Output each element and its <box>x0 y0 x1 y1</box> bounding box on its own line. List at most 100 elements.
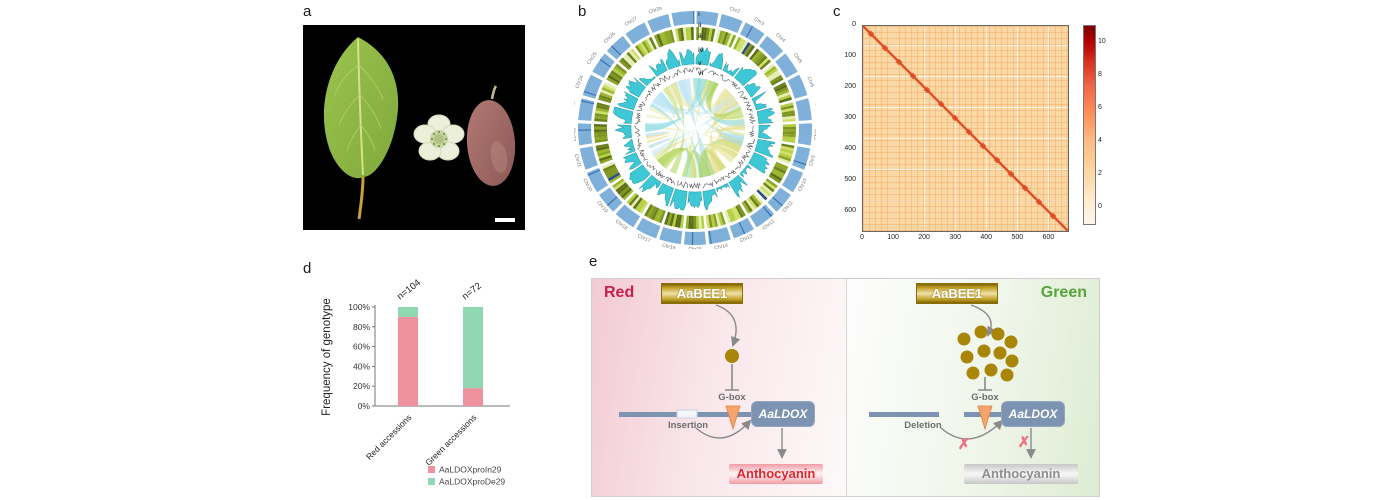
ribbon <box>657 91 704 178</box>
gene-density-histogram <box>657 183 674 207</box>
gene-density-histogram <box>744 83 761 98</box>
gene-density-histogram <box>622 152 642 170</box>
density-heat-band <box>780 145 794 152</box>
density-heat-band <box>743 43 753 56</box>
density-heat-band <box>712 213 719 227</box>
density-heat-band <box>628 50 639 62</box>
density-heat-band <box>606 170 619 179</box>
gc-line-track <box>637 138 642 150</box>
chromosome-segment <box>767 187 791 212</box>
density-heat-band <box>620 57 632 69</box>
similarity-heatmap <box>862 25 1069 232</box>
density-heat-band <box>594 115 608 120</box>
gene-density-histogram <box>702 188 718 211</box>
chromosome-label: Chr22 <box>574 128 577 142</box>
chromosome-label: Chr28 <box>648 7 663 16</box>
green-title: Green <box>1040 284 1087 301</box>
gc-line-track <box>720 74 730 82</box>
density-heat-band <box>613 65 626 76</box>
density-heat-band <box>596 104 610 111</box>
density-heat-band <box>782 123 796 127</box>
deletion-label: Deletion <box>904 420 942 431</box>
density-heat-band <box>594 123 608 127</box>
density-heat-band <box>598 152 612 159</box>
density-heat-band <box>752 51 764 64</box>
density-heat-band <box>641 40 651 54</box>
density-heat-band <box>651 207 660 221</box>
density-heat-band <box>594 138 608 143</box>
density-heat-band <box>628 194 639 206</box>
density-heat-band <box>658 32 666 46</box>
track-label: iii <box>698 33 704 40</box>
density-heat-band <box>747 197 758 210</box>
gene-density-histogram <box>722 62 740 77</box>
density-heat-band <box>773 166 787 175</box>
density-heat-band <box>781 143 795 149</box>
ribbon <box>706 80 744 120</box>
density-heat-band <box>759 59 772 71</box>
density-heat-band <box>717 30 724 44</box>
gc-line-track <box>634 125 641 137</box>
y-tick-label: 600 <box>844 207 856 215</box>
n-label: n=72 <box>460 281 484 303</box>
chromosome-band <box>691 231 694 245</box>
density-heat-band <box>751 194 762 206</box>
density-heat-band <box>620 187 632 199</box>
density-heat-band <box>630 48 641 61</box>
repression-bar-green <box>978 377 992 391</box>
density-heat-band <box>594 129 608 133</box>
chromosome-band <box>693 11 695 25</box>
gc-line-track <box>639 149 648 161</box>
density-heat-band <box>596 102 610 108</box>
chromosome-band <box>599 58 612 68</box>
density-heat-band <box>769 172 783 182</box>
density-heat-band <box>782 138 796 143</box>
protein-dot-red <box>725 349 739 363</box>
insertion-box <box>676 409 698 419</box>
chromosome-label: Chr21 <box>574 153 582 168</box>
gc-line-track <box>746 138 756 150</box>
density-heat-band <box>653 208 662 222</box>
y-tick-label: 100% <box>348 302 370 312</box>
y-tick-label: 60% <box>353 342 370 352</box>
y-tick-label: 400 <box>844 145 856 153</box>
colorbar-tick-label: 4 <box>1098 136 1102 144</box>
x-tick-label: 400 <box>980 234 993 241</box>
fruit-illustration <box>466 85 516 186</box>
ribbon <box>645 132 672 144</box>
density-heat-band <box>594 126 608 130</box>
chromosome-segment <box>781 167 804 193</box>
y-tick-label: 80% <box>353 322 370 332</box>
density-heat-band <box>741 201 751 214</box>
bar-segment <box>463 307 483 389</box>
density-heat-band <box>782 131 796 135</box>
gc-line-track <box>651 82 661 91</box>
chromosome-band <box>606 196 618 206</box>
density-heat-band <box>705 215 711 229</box>
gbox-triangle-red <box>725 405 741 431</box>
chromosome-label: Chr3 <box>753 16 766 27</box>
gc-line-track <box>731 81 740 90</box>
density-heat-band <box>780 148 794 154</box>
density-heat-band <box>603 81 617 90</box>
gc-line-track <box>735 159 744 170</box>
chromosome-band <box>587 169 601 176</box>
density-heat-band <box>658 210 666 224</box>
ribbon <box>652 126 745 159</box>
density-heat-band <box>705 27 710 41</box>
gene-density-histogram <box>639 76 656 87</box>
y-tick-label: 300 <box>844 114 856 122</box>
blocked-x-icon: ✗ <box>958 436 971 453</box>
gbox-label-green: G-box <box>971 392 999 403</box>
category-label: Green accessions <box>423 412 478 467</box>
chromosome-segment <box>749 204 775 228</box>
blocked-x-icon: ✗ <box>1018 434 1031 451</box>
density-heat-band <box>764 180 777 191</box>
density-heat-band <box>598 97 612 104</box>
gene-density-histogram <box>751 91 768 111</box>
density-heat-band <box>644 204 653 217</box>
density-heat-band <box>690 215 694 229</box>
track-label: ii <box>698 22 702 29</box>
density-heat-band <box>671 213 678 227</box>
density-heat-band <box>756 189 768 201</box>
